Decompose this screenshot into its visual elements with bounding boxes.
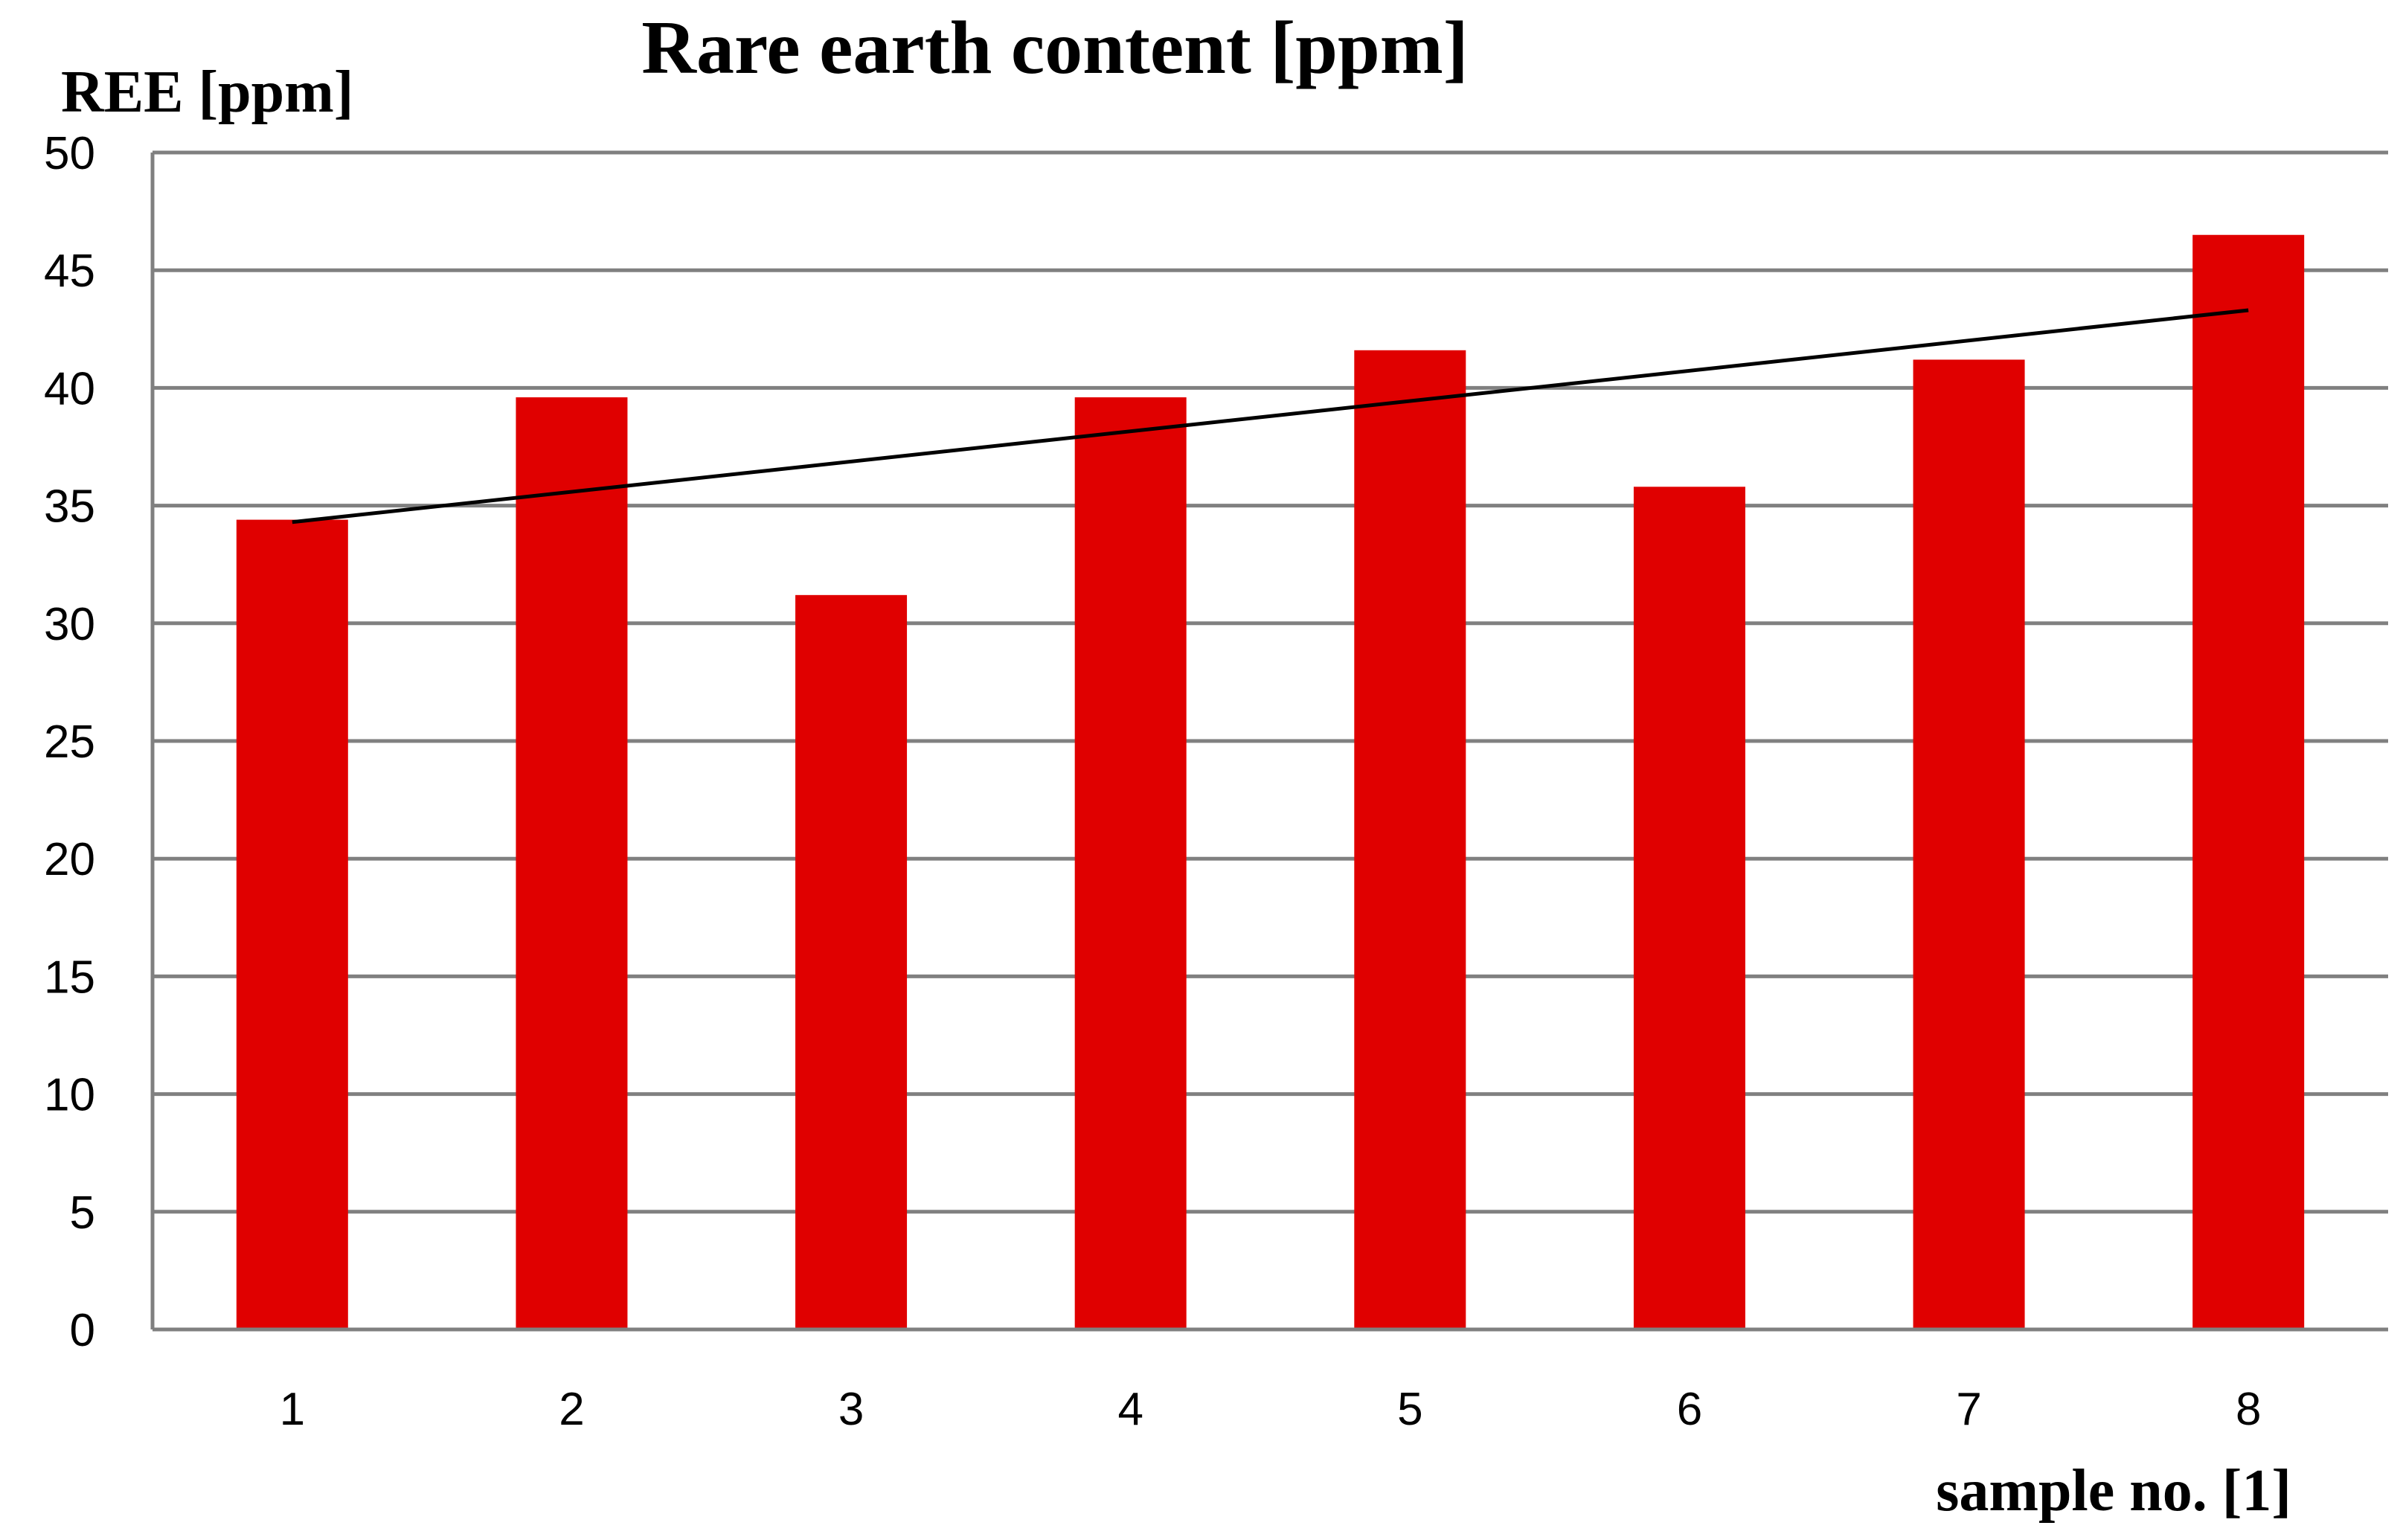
x-tick-labels: 1 2 3 4 5 6 7 8	[280, 1384, 2262, 1435]
x-tick-label: 5	[1397, 1384, 1422, 1435]
bar	[1354, 350, 1466, 1329]
x-tick-label: 7	[1956, 1384, 1981, 1435]
y-tick-label: 30	[44, 599, 95, 650]
x-tick-label: 4	[1117, 1384, 1143, 1435]
x-tick-label: 6	[1677, 1384, 1702, 1435]
y-tick-label: 10	[44, 1070, 95, 1121]
y-tick-label: 40	[44, 363, 95, 414]
bar	[1633, 487, 1745, 1329]
gridlines	[153, 150, 2388, 1214]
trendline-group	[292, 308, 2249, 524]
axes	[150, 153, 2388, 1332]
bar	[795, 594, 908, 1329]
bar	[236, 519, 348, 1329]
bars	[236, 234, 2305, 1329]
y-tick-label: 15	[44, 952, 95, 1003]
bar	[516, 397, 628, 1329]
bar	[1913, 359, 2025, 1329]
bar	[1074, 397, 1187, 1329]
y-tick-label: 50	[44, 128, 95, 179]
x-tick-label: 8	[2236, 1384, 2261, 1435]
y-tick-label: 45	[44, 246, 95, 297]
y-tick-label: 0	[70, 1305, 95, 1356]
y-tick-label: 5	[70, 1187, 95, 1239]
x-tick-label: 3	[838, 1384, 864, 1435]
trendline	[292, 308, 2249, 524]
y-tick-label: 35	[44, 481, 95, 533]
x-axis-title: sample no. [1]	[1936, 1458, 2291, 1524]
x-tick-label: 2	[559, 1384, 584, 1435]
bar	[2192, 234, 2305, 1329]
chart-title: Rare earth content [ppm]	[641, 6, 1468, 90]
y-tick-label: 25	[44, 716, 95, 768]
y-axis-title: REE [ppm]	[61, 60, 353, 125]
y-tick-label: 20	[44, 834, 95, 885]
x-tick-label: 1	[280, 1384, 305, 1435]
y-tick-labels: 0 5 10 15 20 25 30 35 40 45 50	[44, 128, 95, 1356]
